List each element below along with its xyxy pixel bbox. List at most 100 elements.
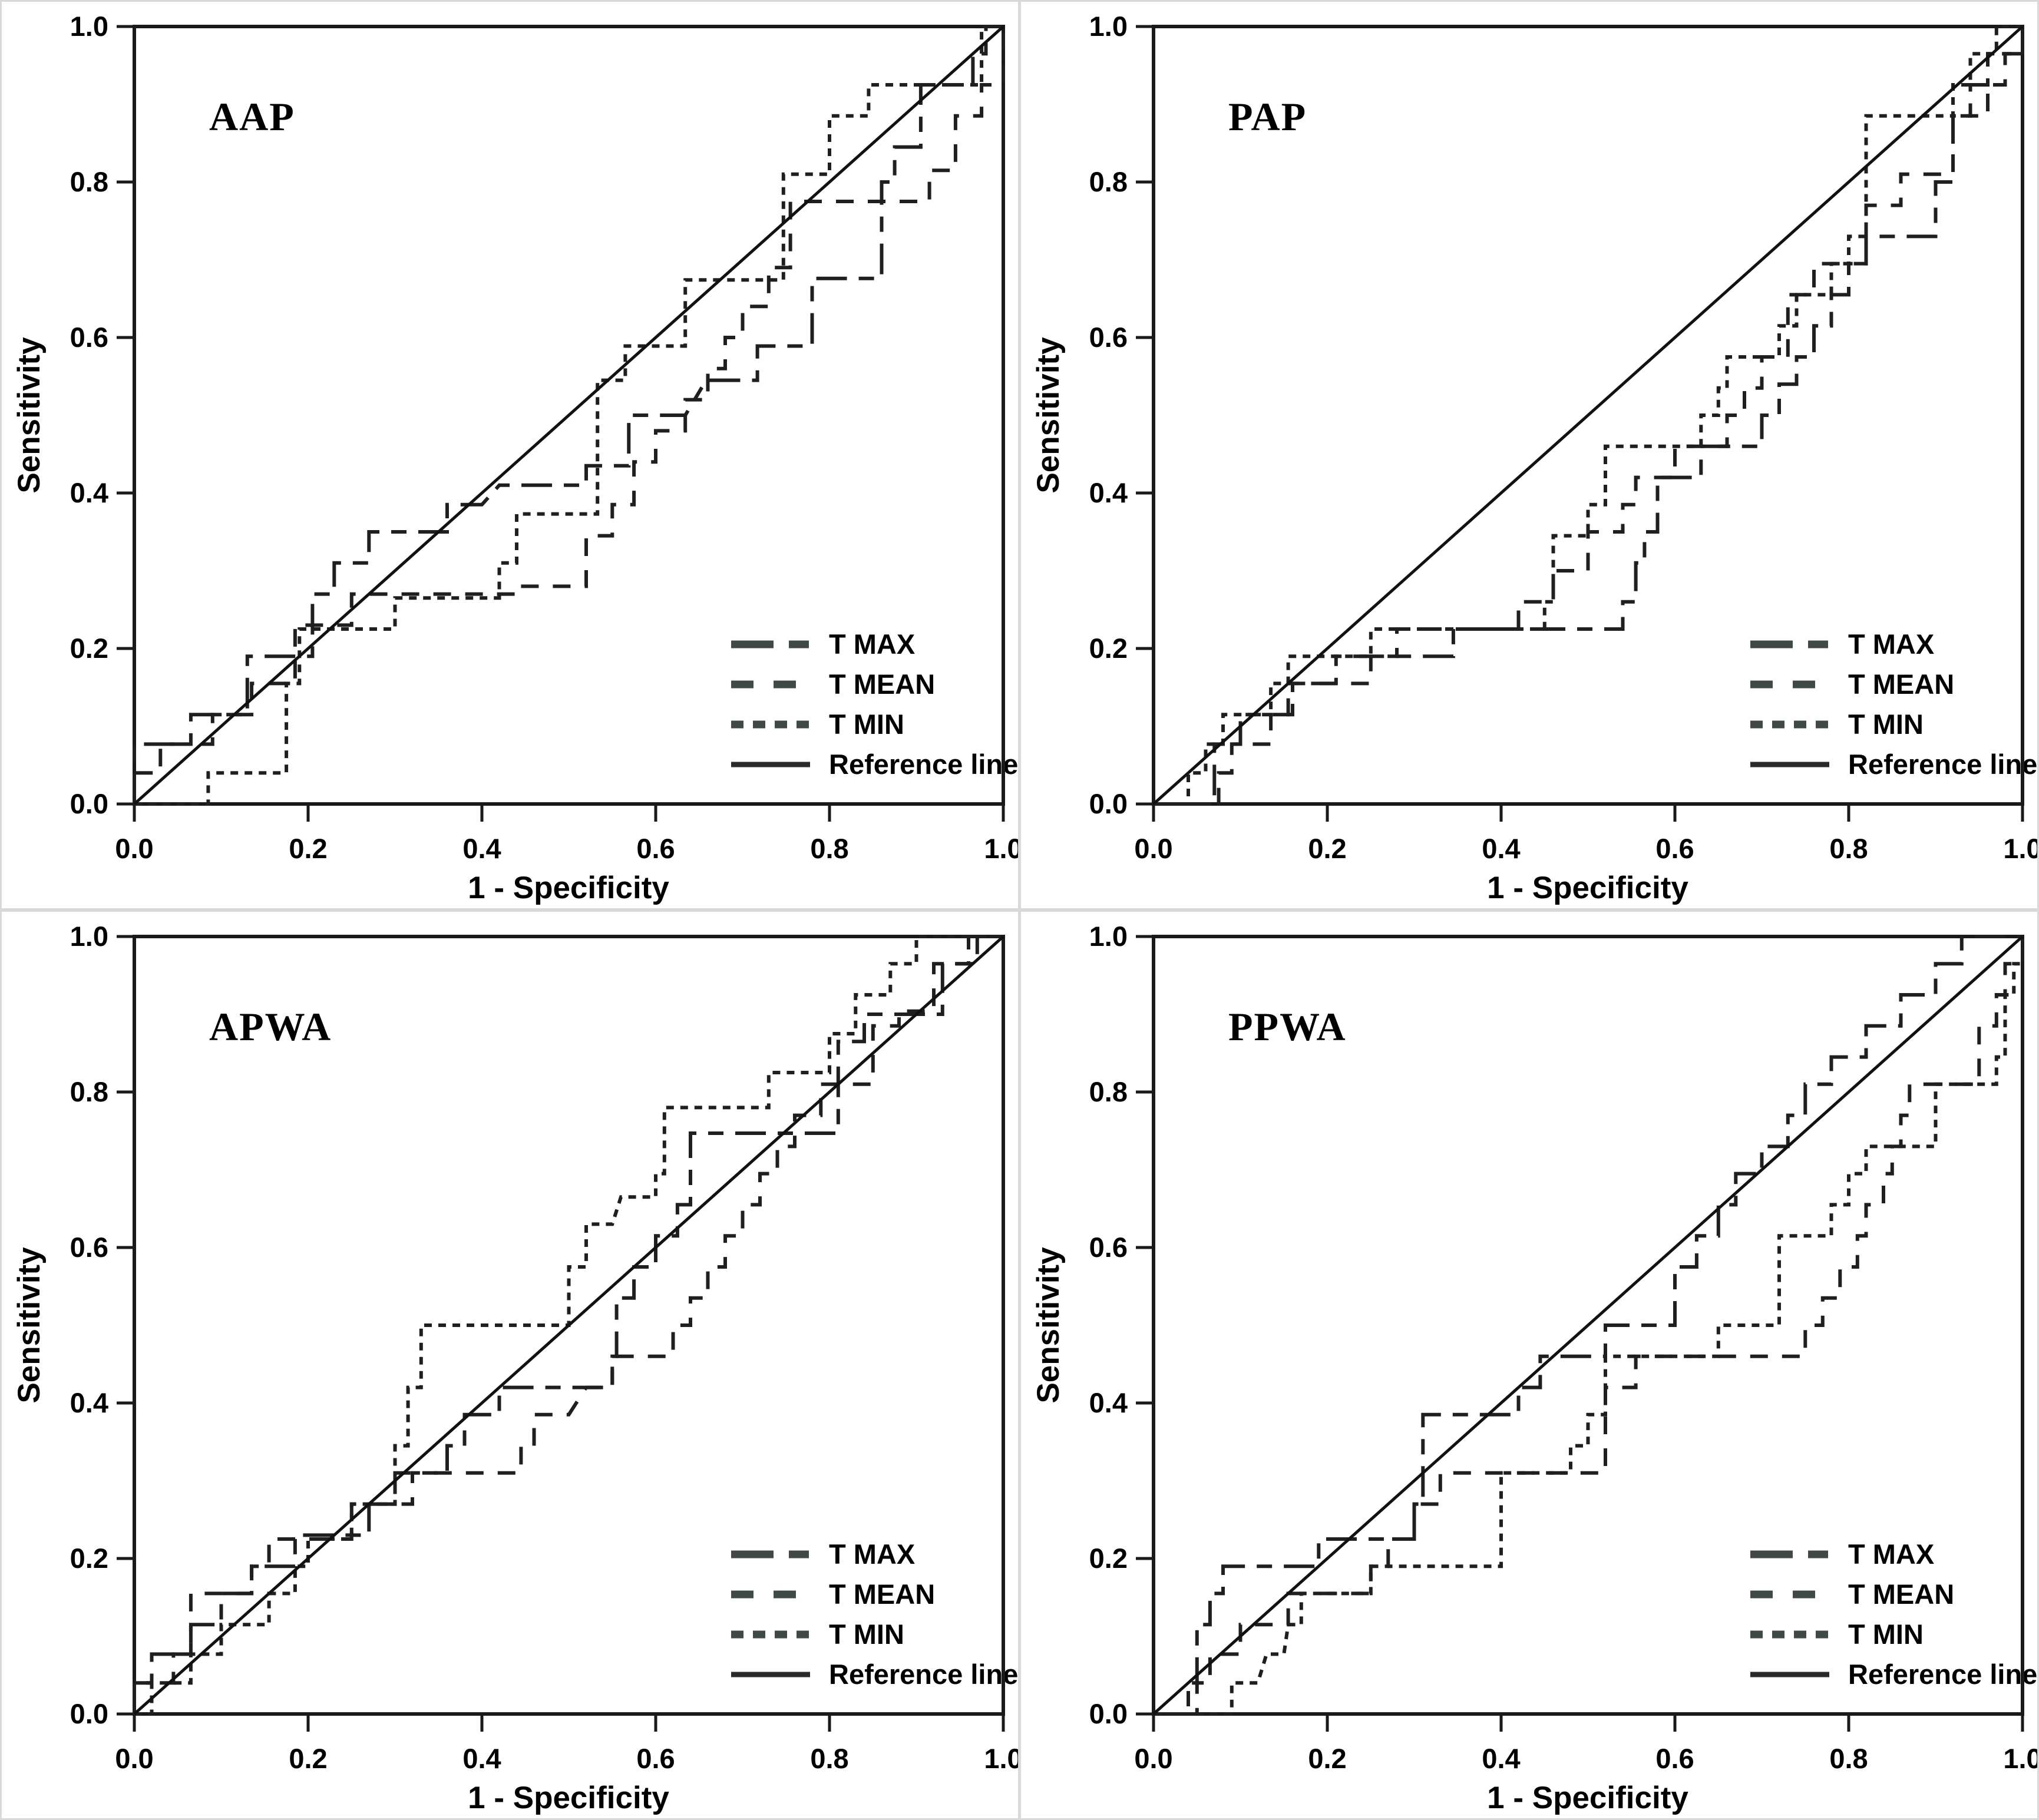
y-tick-label: 1.0 <box>70 921 108 952</box>
y-tick-label: 1.0 <box>70 11 108 42</box>
x-tick-label: 0.8 <box>1829 1743 1868 1774</box>
x-axis-title: 1 - Specificity <box>1487 871 1688 905</box>
roc-panel-ppwa: PPWA 1 - Specificity Sensitivity T MAX T… <box>1021 912 2037 1818</box>
legend: T MAX T MEAN T MIN Reference line <box>1750 1538 2037 1690</box>
x-tick-label: 0.8 <box>1829 833 1868 864</box>
panel-title: AAP <box>209 94 295 139</box>
x-tick-label: 1.0 <box>2003 1743 2037 1774</box>
y-axis-title: Sensitivity <box>12 1247 47 1404</box>
legend-label-reference: Reference line <box>829 1659 1018 1690</box>
legend-label-tmean: T MEAN <box>829 669 935 700</box>
x-tick-label: 0.2 <box>1308 1743 1346 1774</box>
legend-label-tmax: T MAX <box>829 628 915 660</box>
y-tick-label: 0.4 <box>1089 477 1128 508</box>
roc-chart-ppwa: PPWA 1 - Specificity Sensitivity T MAX T… <box>1031 921 2037 1815</box>
legend-label-reference: Reference line <box>829 749 1018 780</box>
legend-label-tmean: T MEAN <box>1848 1579 1954 1610</box>
roc-curve-t-max <box>133 935 1003 1714</box>
x-tick-label: 1.0 <box>984 833 1018 864</box>
roc-curve-t-max <box>1154 27 2024 806</box>
roc-curve-t-min <box>134 25 1003 806</box>
x-tick-label: 0.4 <box>462 1743 501 1774</box>
roc-panel-apwa: APWA 1 - Specificity Sensitivity T MAX T… <box>2 912 1018 1818</box>
x-tick-label: 0.0 <box>115 1743 153 1774</box>
legend-label-tmin: T MIN <box>1848 709 1924 740</box>
roc-curve-reference-line <box>1152 935 2024 1715</box>
y-tick-label: 0.4 <box>70 477 108 508</box>
y-tick-label: 0.0 <box>1089 788 1128 819</box>
x-tick-label: 1.0 <box>984 1743 1018 1774</box>
x-axis-title: 1 - Specificity <box>468 1781 669 1815</box>
panel-title: PPWA <box>1228 1004 1347 1049</box>
legend: T MAX T MEAN T MIN Reference line <box>1750 628 2037 780</box>
panel-title: APWA <box>209 1004 332 1049</box>
panel-title: PAP <box>1228 94 1307 139</box>
x-tick-label: 0.0 <box>115 833 153 864</box>
roc-panel-pap: PAP 1 - Specificity Sensitivity T MAX T … <box>1021 2 2037 908</box>
legend-label-reference: Reference line <box>1848 1659 2037 1690</box>
legend-label-tmin: T MIN <box>1848 1619 1924 1650</box>
x-tick-label: 0.6 <box>636 833 675 864</box>
y-tick-label: 0.6 <box>70 1232 108 1263</box>
roc-chart-aap: AAP 1 - Specificity Sensitivity T MAX T … <box>12 11 1018 905</box>
roc-panel-aap: AAP 1 - Specificity Sensitivity T MAX T … <box>2 2 1018 908</box>
x-tick-label: 0.6 <box>1655 1743 1694 1774</box>
y-tick-label: 0.2 <box>1089 1543 1128 1574</box>
plot-border <box>133 935 1005 1716</box>
legend: T MAX T MEAN T MIN Reference line <box>731 628 1018 780</box>
roc-chart-pap: PAP 1 - Specificity Sensitivity T MAX T … <box>1031 11 2037 905</box>
roc-curve-reference-line <box>133 935 1004 1715</box>
roc-curve-reference-line <box>133 25 1004 805</box>
x-tick-label: 1.0 <box>2003 833 2037 864</box>
y-axis-title: Sensitivity <box>1031 1247 1066 1404</box>
x-tick-label: 0.6 <box>1655 833 1694 864</box>
y-tick-label: 0.2 <box>70 633 108 664</box>
y-tick-label: 0.8 <box>70 166 108 197</box>
x-tick-label: 0.2 <box>1308 833 1346 864</box>
y-tick-label: 0.6 <box>70 322 108 353</box>
y-tick-label: 0.2 <box>1089 633 1128 664</box>
roc-curve-t-min <box>1154 937 2024 1716</box>
roc-curve-t-mean <box>1154 937 2024 1716</box>
roc-chart-apwa: APWA 1 - Specificity Sensitivity T MAX T… <box>12 921 1018 1815</box>
legend-label-tmin: T MIN <box>829 709 904 740</box>
x-tick-label: 0.6 <box>636 1743 675 1774</box>
legend-label-tmax: T MAX <box>829 1538 915 1570</box>
roc-curve-t-max <box>1154 935 2023 1716</box>
x-tick-label: 0.4 <box>1482 1743 1520 1774</box>
legend-label-reference: Reference line <box>1848 749 2037 780</box>
x-tick-label: 0.4 <box>462 833 501 864</box>
y-tick-label: 0.8 <box>1089 166 1128 197</box>
roc-curve-t-min <box>134 935 1003 1716</box>
legend-label-tmean: T MEAN <box>1848 669 1954 700</box>
legend-label-tmax: T MAX <box>1848 628 1934 660</box>
x-axis-title: 1 - Specificity <box>468 871 669 905</box>
x-tick-label: 0.2 <box>289 1743 327 1774</box>
x-tick-label: 0.4 <box>1482 833 1520 864</box>
x-axis-title: 1 - Specificity <box>1487 1781 1688 1815</box>
y-axis-title: Sensitivity <box>12 337 47 494</box>
y-tick-label: 0.2 <box>70 1543 108 1574</box>
x-tick-label: 0.0 <box>1134 1743 1172 1774</box>
roc-curve-t-mean <box>133 27 1005 804</box>
y-tick-label: 1.0 <box>1089 921 1128 952</box>
y-tick-label: 1.0 <box>1089 11 1128 42</box>
y-tick-label: 0.6 <box>1089 322 1128 353</box>
roc-curve-reference-line <box>1152 25 2024 805</box>
roc-curve-t-min <box>1154 25 2023 806</box>
y-tick-label: 0.0 <box>70 1698 108 1729</box>
plot-border <box>1152 25 2024 806</box>
roc-curve-t-max <box>133 25 1003 804</box>
y-tick-label: 0.8 <box>70 1076 108 1107</box>
y-tick-label: 0.4 <box>1089 1387 1128 1418</box>
x-tick-label: 0.0 <box>1134 833 1172 864</box>
y-tick-label: 0.6 <box>1089 1232 1128 1263</box>
legend-label-tmean: T MEAN <box>829 1579 935 1610</box>
roc-curve-t-mean <box>133 935 1003 1714</box>
y-tick-label: 0.0 <box>70 788 108 819</box>
x-tick-label: 0.8 <box>810 833 848 864</box>
legend-label-tmax: T MAX <box>1848 1538 1934 1570</box>
y-tick-label: 0.8 <box>1089 1076 1128 1107</box>
y-tick-label: 0.0 <box>1089 1698 1128 1729</box>
